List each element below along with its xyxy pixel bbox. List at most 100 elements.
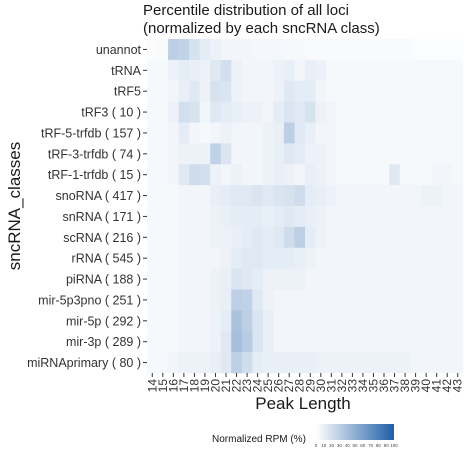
heatmap-cell — [441, 59, 453, 82]
heatmap-cell — [157, 59, 169, 82]
heatmap-cell — [431, 164, 443, 186]
heatmap-cell — [399, 80, 411, 102]
heatmap-cell — [273, 185, 285, 207]
heatmap-cell — [252, 59, 264, 82]
heatmap-cell — [157, 352, 169, 374]
heatmap-cell — [231, 331, 243, 353]
heatmap-cell — [336, 39, 348, 61]
heatmap-cell — [210, 185, 222, 207]
heatmap-cell — [147, 122, 158, 144]
x-tick-label: 43 — [451, 379, 465, 393]
heatmap-cell — [252, 289, 264, 311]
heatmap-cell — [420, 143, 432, 165]
heatmap-cell — [178, 59, 190, 82]
heatmap-cell — [389, 247, 401, 269]
heatmap-cell — [315, 164, 327, 186]
heatmap-cell — [389, 164, 401, 186]
heatmap-cell — [441, 101, 453, 123]
heatmap-cell — [452, 185, 464, 207]
heatmap-cell — [420, 80, 432, 102]
heatmap-cell — [273, 226, 285, 249]
heatmap-cell — [368, 310, 380, 332]
heatmap-cell — [441, 39, 453, 61]
heatmap-cell — [262, 268, 274, 290]
x-tick-label: 24 — [251, 379, 265, 393]
heatmap-cell — [357, 122, 369, 144]
heatmap-cell — [220, 268, 232, 290]
heatmap-cell — [357, 268, 369, 290]
heatmap-cell — [389, 101, 401, 123]
heatmap-cell — [389, 206, 401, 228]
heatmap-cell — [262, 122, 274, 144]
colorbar-tick-label: 100 — [390, 443, 398, 448]
heatmap-cell — [389, 331, 401, 353]
heatmap-cell — [378, 185, 390, 207]
heatmap-cell — [452, 206, 464, 228]
heatmap-cell — [283, 101, 295, 123]
heatmap-cell — [252, 143, 264, 165]
heatmap-cell — [357, 289, 369, 311]
heatmap-cell — [220, 206, 232, 228]
heatmap-cell — [326, 80, 337, 102]
heatmap-cell — [252, 122, 264, 144]
heatmap-cell — [452, 122, 464, 144]
heatmap-cell — [336, 164, 348, 186]
colorbar-tick-label: 60 — [360, 443, 366, 448]
heatmap-cell — [189, 268, 200, 290]
heatmap-cell — [199, 185, 211, 207]
heatmap-cell — [305, 289, 316, 311]
heatmap-cell — [441, 185, 453, 207]
heatmap-cell — [231, 310, 243, 332]
y-axis-label: sncRNA_classes — [5, 142, 24, 271]
heatmap-cell — [199, 39, 211, 61]
heatmap-cell — [368, 185, 380, 207]
x-tick-label: 27 — [282, 379, 296, 393]
heatmap-cell — [283, 247, 295, 269]
heatmap-cell — [189, 122, 200, 144]
heatmap-cell — [210, 331, 222, 353]
colorbar-tick-label: 90 — [384, 443, 390, 448]
heatmap-cell — [315, 226, 327, 249]
heatmap-cell — [294, 206, 306, 228]
heatmap-cell — [420, 185, 432, 207]
heatmap-cell — [220, 331, 232, 353]
heatmap-cell — [147, 39, 158, 61]
heatmap-cell — [294, 226, 306, 249]
heatmap-cell — [452, 247, 464, 269]
heatmap-cell — [431, 59, 443, 82]
heatmap-cell — [336, 80, 348, 102]
heatmap-cell — [389, 268, 401, 290]
x-tick-label: 40 — [419, 379, 433, 393]
heatmap-cell — [189, 289, 200, 311]
heatmap-cell — [336, 352, 348, 374]
heatmap-cell — [199, 143, 211, 165]
y-tick-label: miRNAprimary ( 80 ) — [27, 356, 141, 370]
heatmap-cell — [252, 268, 264, 290]
heatmap-cell — [252, 39, 264, 61]
heatmap-cell — [347, 101, 358, 123]
heatmap-cell — [305, 101, 316, 123]
heatmap-cell — [273, 310, 285, 332]
heatmap-cell — [189, 39, 200, 61]
heatmap-cell — [168, 39, 179, 61]
heatmap-cell — [241, 185, 253, 207]
heatmap-cell — [305, 122, 316, 144]
heatmap-cell — [147, 143, 158, 165]
heatmap-cell — [210, 101, 222, 123]
heatmap-cell — [368, 226, 380, 249]
heatmap-cell — [357, 310, 369, 332]
y-tick-label: mir-3p ( 289 ) — [66, 335, 141, 349]
heatmap-cell — [305, 226, 316, 249]
heatmap-cell — [294, 268, 306, 290]
heatmap-cell — [399, 247, 411, 269]
heatmap-cell — [452, 268, 464, 290]
heatmap-cell — [357, 185, 369, 207]
colorbar-tick-label: 50 — [352, 443, 358, 448]
colorbar-tick-label: 70 — [368, 443, 374, 448]
heatmap-cell — [357, 331, 369, 353]
heatmap-cell — [410, 80, 422, 102]
heatmap-cell — [241, 226, 253, 249]
heatmap-cell — [315, 101, 327, 123]
x-tick-label: 37 — [388, 379, 402, 393]
heatmap-cell — [252, 185, 264, 207]
